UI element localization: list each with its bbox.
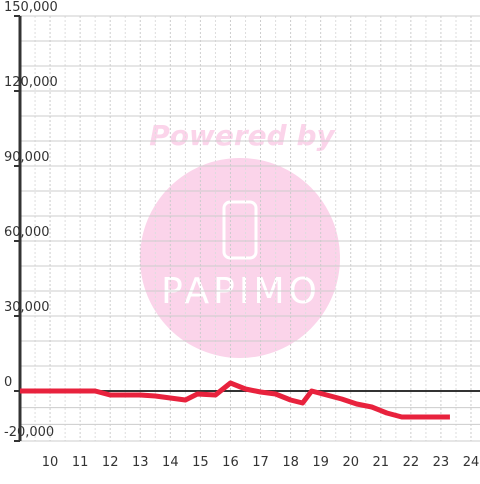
x-tick-label: 22	[403, 455, 420, 470]
watermark-title: Powered by	[149, 119, 336, 152]
x-tick-label: 23	[433, 455, 450, 470]
y-tick-label: 90,000	[4, 150, 50, 165]
x-tick-label: 21	[373, 455, 390, 470]
x-tick-label: 24	[463, 455, 480, 470]
x-tick-label: 11	[72, 455, 89, 470]
y-tick-label: 0	[4, 375, 12, 390]
x-tick-label: 18	[282, 455, 299, 470]
y-tick-label: 120,000	[4, 75, 58, 90]
x-tick-label: 16	[222, 455, 239, 470]
x-tick-label: 13	[132, 455, 149, 470]
x-tick-label: 12	[102, 455, 119, 470]
x-tick-label: 14	[162, 455, 179, 470]
y-tick-label: 30,000	[4, 300, 50, 315]
x-tick-label: 19	[312, 455, 329, 470]
line	[20, 380, 450, 420]
x-tick-label: 10	[42, 455, 59, 470]
x-tick-label: 20	[342, 455, 359, 470]
watermark-icon	[222, 200, 258, 260]
y-tick-label: 60,000	[4, 225, 50, 240]
y-tick-label: -20,000	[4, 425, 54, 440]
y-tick-label: 150,000	[4, 0, 58, 15]
x-tick-label: 15	[192, 455, 209, 470]
x-tick-label: 17	[252, 455, 269, 470]
